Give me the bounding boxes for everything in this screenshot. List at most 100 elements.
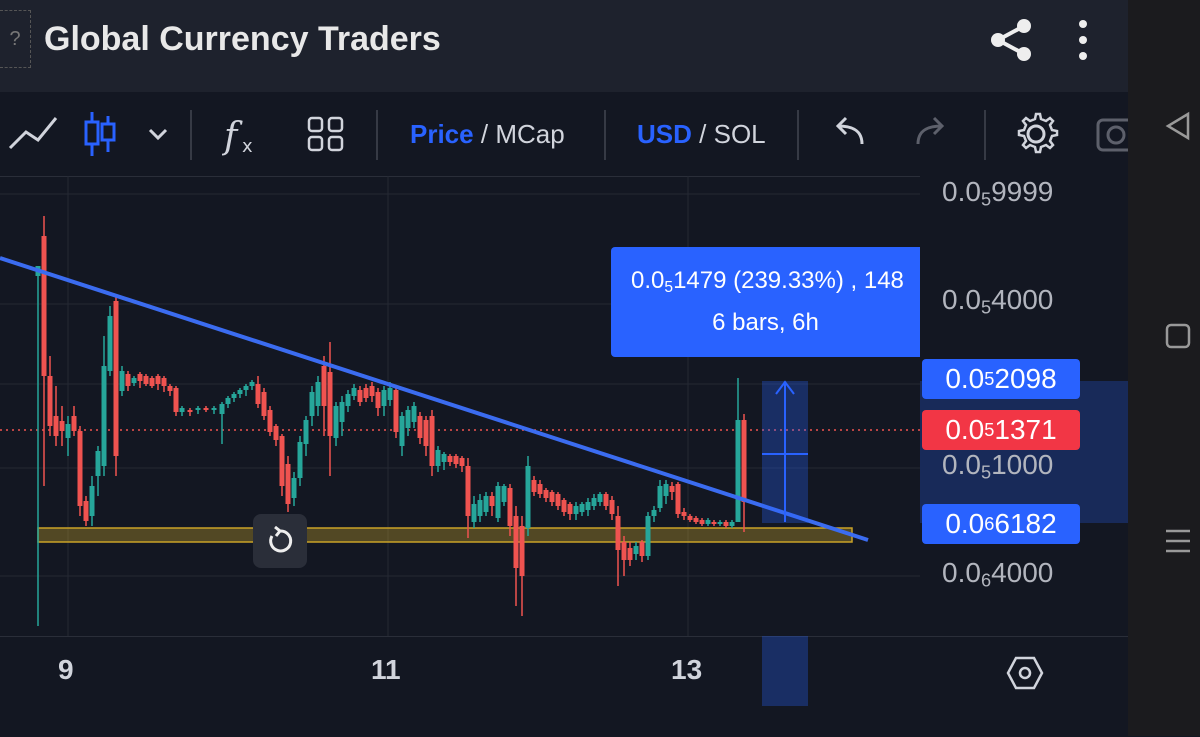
candle-body bbox=[95, 451, 101, 476]
candle-body bbox=[567, 504, 573, 514]
candle-body bbox=[423, 420, 429, 446]
line-chart-icon[interactable] bbox=[8, 92, 58, 176]
candle-body bbox=[203, 408, 209, 410]
gear-icon[interactable] bbox=[1012, 92, 1060, 176]
candle-body bbox=[591, 498, 597, 506]
candle-body bbox=[579, 504, 585, 512]
time-label: 11 bbox=[371, 654, 401, 685]
price-option[interactable]: Price bbox=[410, 118, 474, 149]
candle-body bbox=[435, 450, 441, 466]
chart-toolbar: f x Price / MCap USD / SOL bbox=[0, 92, 1128, 177]
measure-tooltip: 0.051479 (239.33%) , 148 6 bars, 6h bbox=[611, 247, 920, 357]
candle-body bbox=[531, 480, 537, 492]
candle-body bbox=[179, 408, 185, 412]
candle-body bbox=[561, 500, 567, 512]
candle-body bbox=[113, 301, 119, 456]
candle-body bbox=[211, 408, 217, 410]
price-mcap-toggle[interactable]: Price / MCap bbox=[410, 92, 565, 176]
candle-body bbox=[699, 520, 705, 524]
back-nav-icon[interactable] bbox=[1162, 110, 1194, 142]
candle-body bbox=[597, 494, 603, 502]
candle-body bbox=[657, 486, 663, 508]
candle-body bbox=[717, 522, 723, 524]
mcap-option[interactable]: MCap bbox=[495, 118, 565, 149]
candle-body bbox=[387, 388, 393, 400]
candle-body bbox=[399, 416, 405, 446]
candle-body bbox=[137, 374, 143, 381]
time-axis[interactable] bbox=[0, 636, 1128, 737]
candle-body bbox=[333, 406, 339, 438]
reset-icon bbox=[269, 526, 293, 553]
reset-chart-button[interactable] bbox=[253, 514, 307, 568]
measure-bars-line: 6 bars, 6h bbox=[712, 309, 819, 336]
undo-icon[interactable] bbox=[832, 92, 866, 176]
candle-body bbox=[315, 382, 321, 406]
candle-body bbox=[219, 404, 225, 414]
candle-body bbox=[471, 504, 477, 522]
price-chart[interactable] bbox=[0, 176, 920, 636]
candle-body bbox=[603, 494, 609, 506]
candle-body bbox=[339, 402, 345, 422]
candle-body bbox=[669, 486, 675, 492]
candle-body bbox=[663, 484, 669, 496]
candle-body bbox=[327, 372, 333, 436]
candlestick-icon[interactable] bbox=[82, 92, 118, 176]
candle-body bbox=[633, 546, 639, 554]
recents-nav-icon[interactable] bbox=[1162, 525, 1194, 557]
candle-body bbox=[513, 516, 519, 568]
usd-option[interactable]: USD bbox=[637, 118, 692, 149]
home-nav-icon[interactable] bbox=[1162, 320, 1194, 352]
candle-body bbox=[639, 542, 645, 556]
candle-body bbox=[143, 376, 149, 384]
candle-body bbox=[89, 486, 95, 516]
candle-body bbox=[195, 408, 201, 410]
currency-toggle[interactable]: USD / SOL bbox=[637, 92, 766, 176]
toolbar-divider bbox=[190, 110, 192, 160]
candle-body bbox=[77, 431, 83, 506]
candle-body bbox=[71, 416, 77, 431]
candle-body bbox=[489, 496, 495, 506]
candle-body bbox=[309, 392, 315, 416]
candle-body bbox=[279, 436, 285, 486]
redo-icon[interactable] bbox=[914, 92, 948, 176]
time-range-band bbox=[762, 636, 808, 706]
candle-body bbox=[405, 410, 411, 428]
candle-body bbox=[525, 466, 531, 528]
share-icon[interactable] bbox=[986, 18, 1036, 62]
candle-body bbox=[261, 392, 267, 416]
indicators-icon[interactable]: f x bbox=[222, 92, 262, 176]
price-axis[interactable] bbox=[920, 176, 1128, 636]
candle-body bbox=[585, 502, 591, 510]
candle-body bbox=[501, 486, 507, 502]
candle-body bbox=[297, 442, 303, 478]
candle-body bbox=[621, 542, 627, 560]
price-label: 0.064000 bbox=[942, 557, 1054, 591]
candle-body bbox=[693, 518, 699, 522]
candle-body bbox=[83, 501, 89, 521]
candle-body bbox=[285, 464, 291, 504]
channel-title[interactable]: Global Currency Traders bbox=[44, 20, 441, 58]
channel-avatar[interactable]: ? bbox=[0, 10, 31, 68]
toolbar-divider bbox=[984, 110, 986, 160]
chevron-down-icon[interactable] bbox=[146, 92, 170, 176]
candle-body bbox=[187, 410, 193, 412]
kebab-menu-icon[interactable] bbox=[1066, 18, 1100, 62]
candle-body bbox=[477, 500, 483, 516]
candle-body bbox=[41, 236, 47, 376]
candle-body bbox=[519, 526, 525, 576]
candle-body bbox=[369, 386, 375, 396]
candle-body bbox=[363, 388, 369, 398]
candle-body bbox=[119, 371, 125, 391]
auto-scale-icon[interactable] bbox=[1006, 654, 1044, 692]
candle-body bbox=[65, 424, 71, 438]
candle-body bbox=[237, 390, 243, 394]
candle-body bbox=[741, 420, 747, 502]
candle-body bbox=[249, 382, 255, 386]
layout-grid-icon[interactable] bbox=[306, 92, 346, 176]
camera-icon[interactable] bbox=[1094, 92, 1128, 176]
candle-body bbox=[681, 512, 687, 516]
sol-option[interactable]: SOL bbox=[713, 118, 766, 149]
candle-body bbox=[729, 522, 735, 526]
toolbar-divider bbox=[797, 110, 799, 160]
support-zone bbox=[37, 527, 853, 543]
